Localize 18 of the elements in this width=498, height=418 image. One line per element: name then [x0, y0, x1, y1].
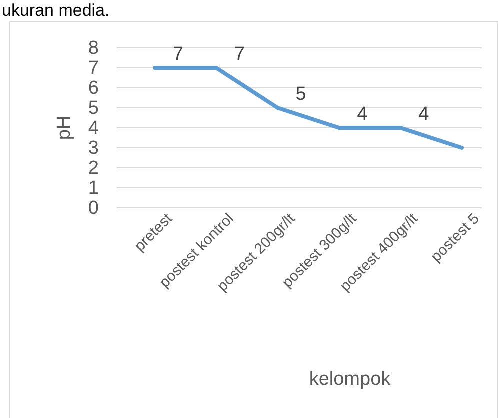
y-tick-label: 1 — [88, 178, 99, 200]
y-tick-label: 3 — [88, 138, 99, 160]
data-label: 5 — [296, 84, 306, 105]
y-tick-label: 6 — [88, 78, 99, 100]
line-series — [153, 66, 464, 150]
data-label: 4 — [357, 104, 368, 125]
y-axis-title: pH — [54, 116, 75, 140]
x-axis-title: kelompok — [309, 369, 392, 390]
text: ukuran media. — [2, 1, 110, 20]
y-tick-label: 4 — [88, 118, 100, 140]
y-tick-label: 5 — [88, 98, 99, 120]
data-label: 4 — [418, 104, 430, 125]
y-tick-label: 8 — [88, 38, 99, 60]
y-tick-label: 2 — [88, 158, 99, 180]
data-label: 7 — [234, 44, 245, 65]
y-tick-label: 0 — [88, 198, 99, 220]
y-tick-label: 7 — [88, 58, 99, 80]
data-label: 7 — [173, 44, 184, 65]
